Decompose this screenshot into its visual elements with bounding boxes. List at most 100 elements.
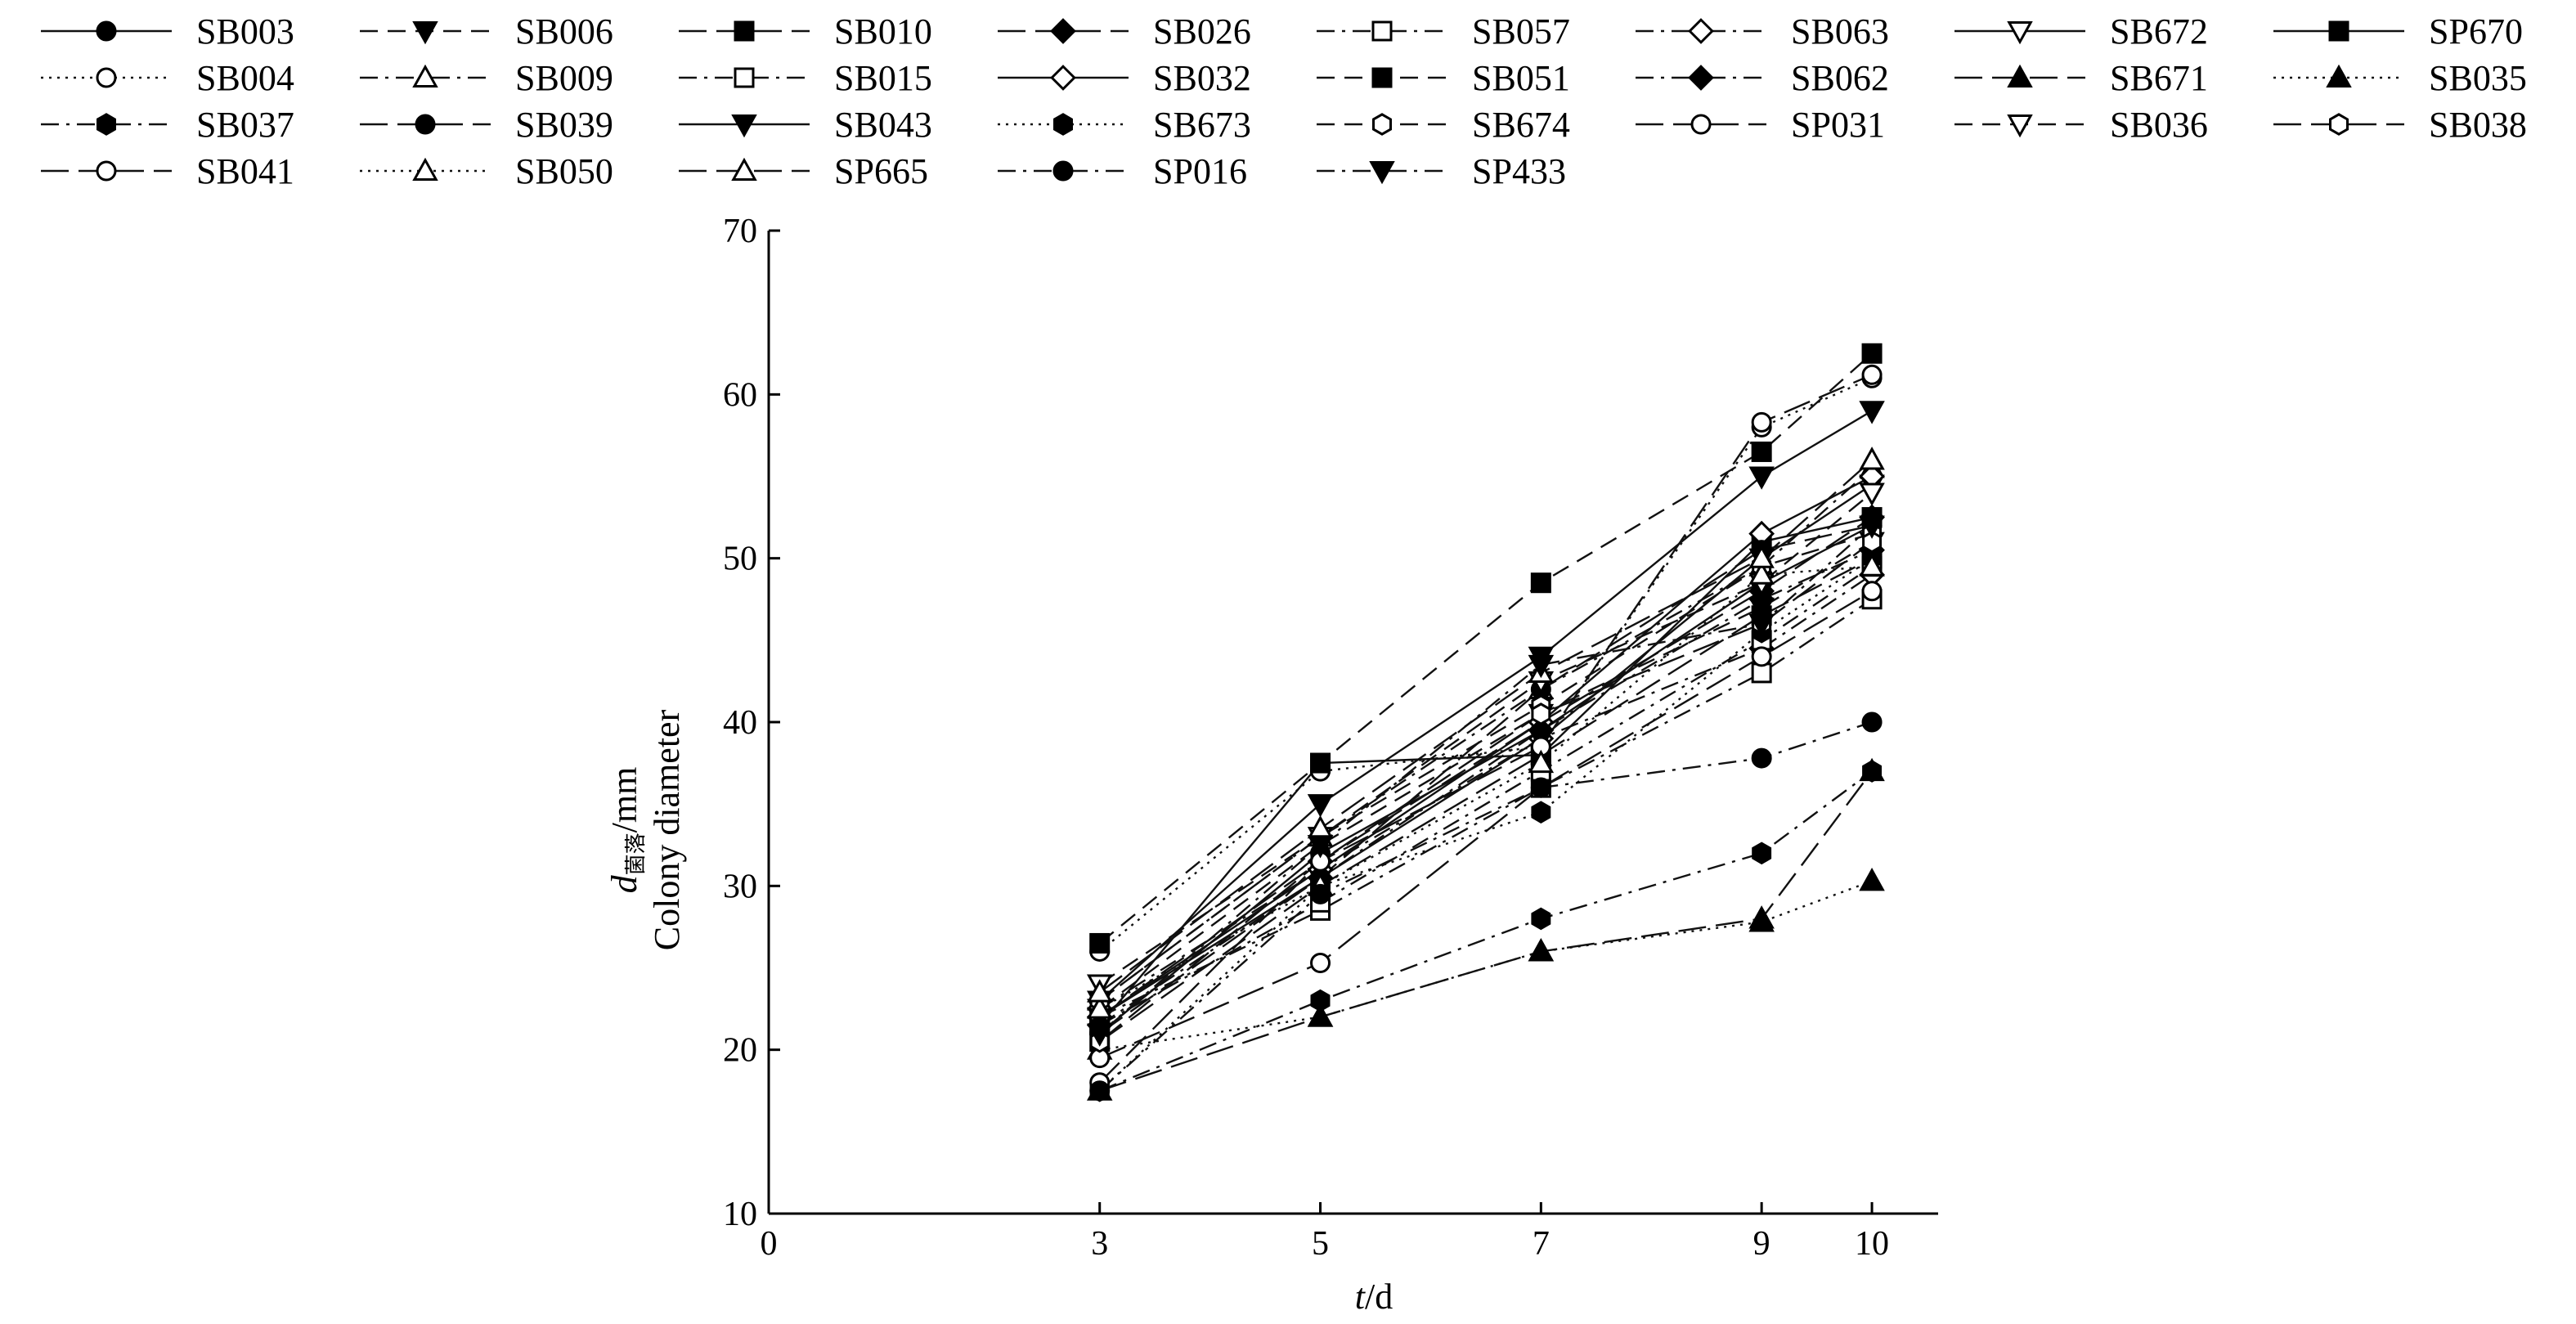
data-point-SB051 bbox=[1310, 752, 1331, 774]
legend-label: SB037 bbox=[196, 105, 294, 145]
legend-marker bbox=[731, 114, 757, 138]
legend-label: SP031 bbox=[1791, 105, 1885, 145]
data-point-SB050 bbox=[1086, 995, 1113, 1019]
data-point-SP665 bbox=[1859, 447, 1885, 470]
x-tick-label: 3 bbox=[1091, 1225, 1108, 1263]
series-line-SP433 bbox=[1098, 524, 1873, 1035]
y-tick-label: 30 bbox=[723, 868, 757, 905]
legend-item-SB038: SB038 bbox=[2273, 105, 2527, 145]
data-point-SP031 bbox=[1310, 952, 1331, 973]
data-point-SP031 bbox=[1861, 581, 1883, 602]
series-line-SB041 bbox=[1098, 374, 1873, 1084]
legend-marker bbox=[96, 160, 117, 182]
legend-label: SB041 bbox=[196, 151, 294, 191]
legend-marker bbox=[412, 20, 438, 45]
legend-marker bbox=[1371, 20, 1393, 42]
data-point-SB035 bbox=[1748, 909, 1775, 932]
data-point-SP433 bbox=[1748, 613, 1775, 638]
y-tick-label: 50 bbox=[723, 541, 757, 578]
y-tick-label: 10 bbox=[723, 1196, 757, 1233]
data-point-SB037 bbox=[1310, 989, 1331, 1012]
y-tick-label: 40 bbox=[723, 704, 757, 742]
legend-item-SB062: SB062 bbox=[1636, 58, 1889, 98]
legend-label: SB026 bbox=[1153, 11, 1251, 52]
legend-marker bbox=[96, 20, 117, 42]
series-line-SP031 bbox=[1099, 590, 1873, 1059]
legend-marker bbox=[731, 157, 757, 182]
legend-item-SB036: SB036 bbox=[1954, 105, 2208, 145]
plot-area: 0 3 5 7 9 10 10 20 30 40 50 60 70 bbox=[723, 213, 1938, 1263]
legend-item-SB672: SB672 bbox=[1954, 11, 2208, 52]
legend-item-SB057: SB057 bbox=[1317, 11, 1570, 52]
legend-item-SB051: SB051 bbox=[1317, 58, 1570, 98]
legend-label: SB004 bbox=[196, 58, 294, 98]
legend-marker bbox=[412, 64, 438, 88]
y-tick-label: 60 bbox=[723, 376, 757, 414]
legend-label: SB057 bbox=[1472, 11, 1570, 52]
series-line-SB035 bbox=[1099, 880, 1873, 1051]
legend-label: SB009 bbox=[515, 58, 613, 98]
legend-marker bbox=[734, 20, 755, 42]
legend-item-SB015: SB015 bbox=[679, 58, 932, 98]
legend-item-SB063: SB063 bbox=[1636, 11, 1889, 52]
legend-label: SB062 bbox=[1791, 58, 1889, 98]
legend-marker bbox=[1372, 113, 1392, 136]
data-point-SB050 bbox=[1859, 553, 1885, 577]
legend-item-SP670: SP670 bbox=[2273, 11, 2523, 52]
data-point-SB041 bbox=[1751, 411, 1772, 433]
y-tick-label: 70 bbox=[723, 213, 757, 250]
legend-item-SB006: SB006 bbox=[360, 11, 613, 52]
y-axis-symbol-line: d菌落/mm bbox=[604, 767, 648, 894]
legend-item-SB032: SB032 bbox=[998, 58, 1251, 98]
data-point-SP433 bbox=[1086, 1023, 1113, 1047]
legend-marker bbox=[1053, 113, 1073, 136]
data-point-SB037 bbox=[1862, 760, 1882, 783]
legend-label: SB672 bbox=[2110, 11, 2208, 52]
legend-label: SP670 bbox=[2429, 11, 2523, 52]
y-axis-english-label: Colony diameter bbox=[647, 709, 687, 950]
data-point-SP016 bbox=[1861, 711, 1883, 733]
x-tick-label: 10 bbox=[1855, 1225, 1889, 1263]
legend-marker bbox=[2007, 114, 2033, 138]
data-point-SB035 bbox=[1307, 1003, 1334, 1027]
legend-label: SB063 bbox=[1791, 11, 1889, 52]
data-point-SB038 bbox=[1862, 530, 1882, 554]
data-point-SP016 bbox=[1310, 883, 1331, 904]
legend-marker bbox=[1688, 18, 1714, 44]
data-point-SP016 bbox=[1089, 1080, 1111, 1102]
data-point-SP665 bbox=[1086, 979, 1113, 1003]
legend-label: SB010 bbox=[834, 11, 932, 52]
data-point-SB038 bbox=[1531, 702, 1551, 725]
legend-item-SB035: SB035 bbox=[2273, 58, 2527, 98]
legend-marker bbox=[1050, 18, 1076, 44]
legend-item-SB050: SB050 bbox=[360, 151, 613, 191]
legend-marker bbox=[1052, 160, 1074, 182]
legend-item-SB004: SB004 bbox=[41, 58, 294, 98]
legend-marker bbox=[2329, 113, 2349, 136]
data-point-SB035 bbox=[1859, 868, 1885, 891]
legend-marker bbox=[1688, 65, 1714, 91]
legend: SB003 SB006 SB010 SB026 SB057 SB063 SB672 SP670… bbox=[41, 11, 2527, 191]
legend-label: SB032 bbox=[1153, 58, 1251, 98]
series-line-SB043 bbox=[1098, 410, 1873, 1002]
legend-item-SB010: SB010 bbox=[679, 11, 932, 52]
legend-item-SB037: SB037 bbox=[41, 105, 294, 145]
x-tick-label: 7 bbox=[1533, 1225, 1550, 1263]
data-point-SP433 bbox=[1528, 654, 1555, 679]
legend-marker bbox=[2328, 20, 2349, 42]
data-point-SB035 bbox=[1528, 938, 1555, 962]
legend-label: SB051 bbox=[1472, 58, 1570, 98]
legend-label: SB036 bbox=[2110, 105, 2208, 145]
series-lines bbox=[1098, 352, 1874, 1092]
legend-marker bbox=[415, 114, 436, 135]
data-point-SP433 bbox=[1859, 515, 1885, 539]
legend-label: SB015 bbox=[834, 58, 932, 98]
legend-label: SB038 bbox=[2429, 105, 2527, 145]
x-axis-title: t/d bbox=[1355, 1277, 1393, 1317]
legend-label: SB673 bbox=[1153, 105, 1251, 145]
data-point-SB037 bbox=[1531, 907, 1551, 931]
legend-marker bbox=[1690, 114, 1712, 135]
x-axis-unit: /d bbox=[1365, 1277, 1393, 1317]
legend-marker bbox=[412, 157, 438, 182]
legend-item-SB674: SB674 bbox=[1317, 105, 1570, 145]
